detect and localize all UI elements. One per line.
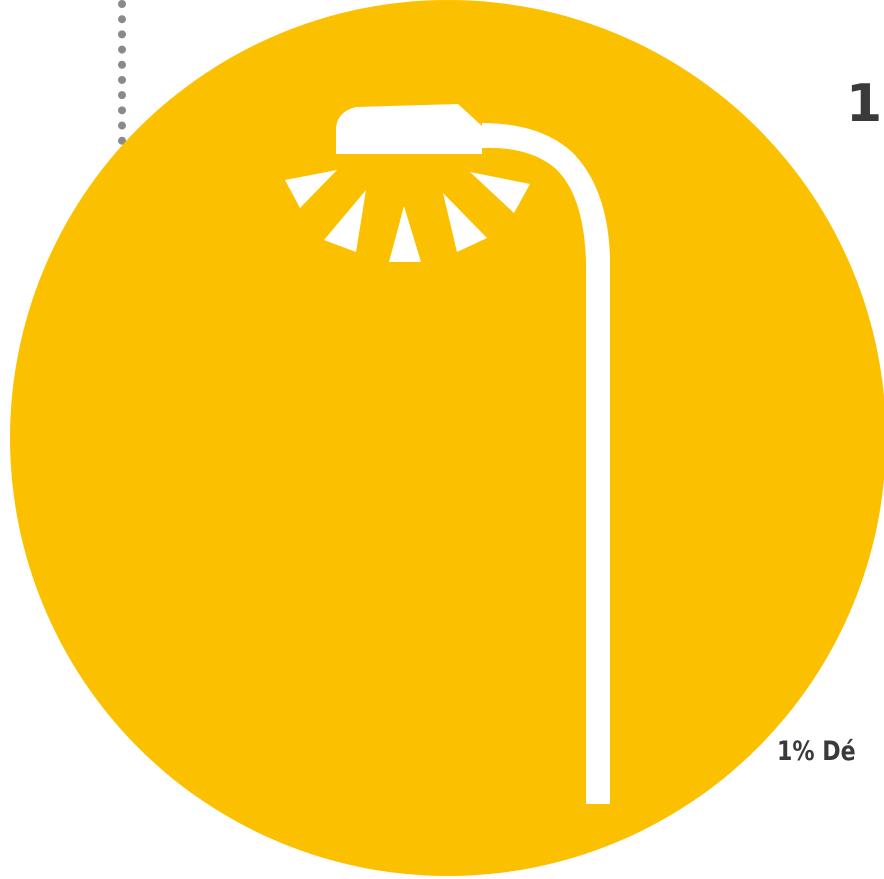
lamp-pole xyxy=(482,123,610,804)
light-ray-2 xyxy=(324,190,366,252)
light-ray-1 xyxy=(285,170,337,208)
dotted-connector-line xyxy=(118,0,126,160)
street-lamp-icon xyxy=(285,104,610,804)
stat-number-fragment: 1 xyxy=(846,74,883,134)
light-ray-3 xyxy=(389,206,421,262)
lamp-head xyxy=(336,104,482,154)
stat-caption-fragment: 1% Dé xyxy=(777,736,856,767)
yellow-circle xyxy=(10,0,884,876)
light-ray-4 xyxy=(443,193,487,252)
light-ray-5 xyxy=(470,172,530,213)
